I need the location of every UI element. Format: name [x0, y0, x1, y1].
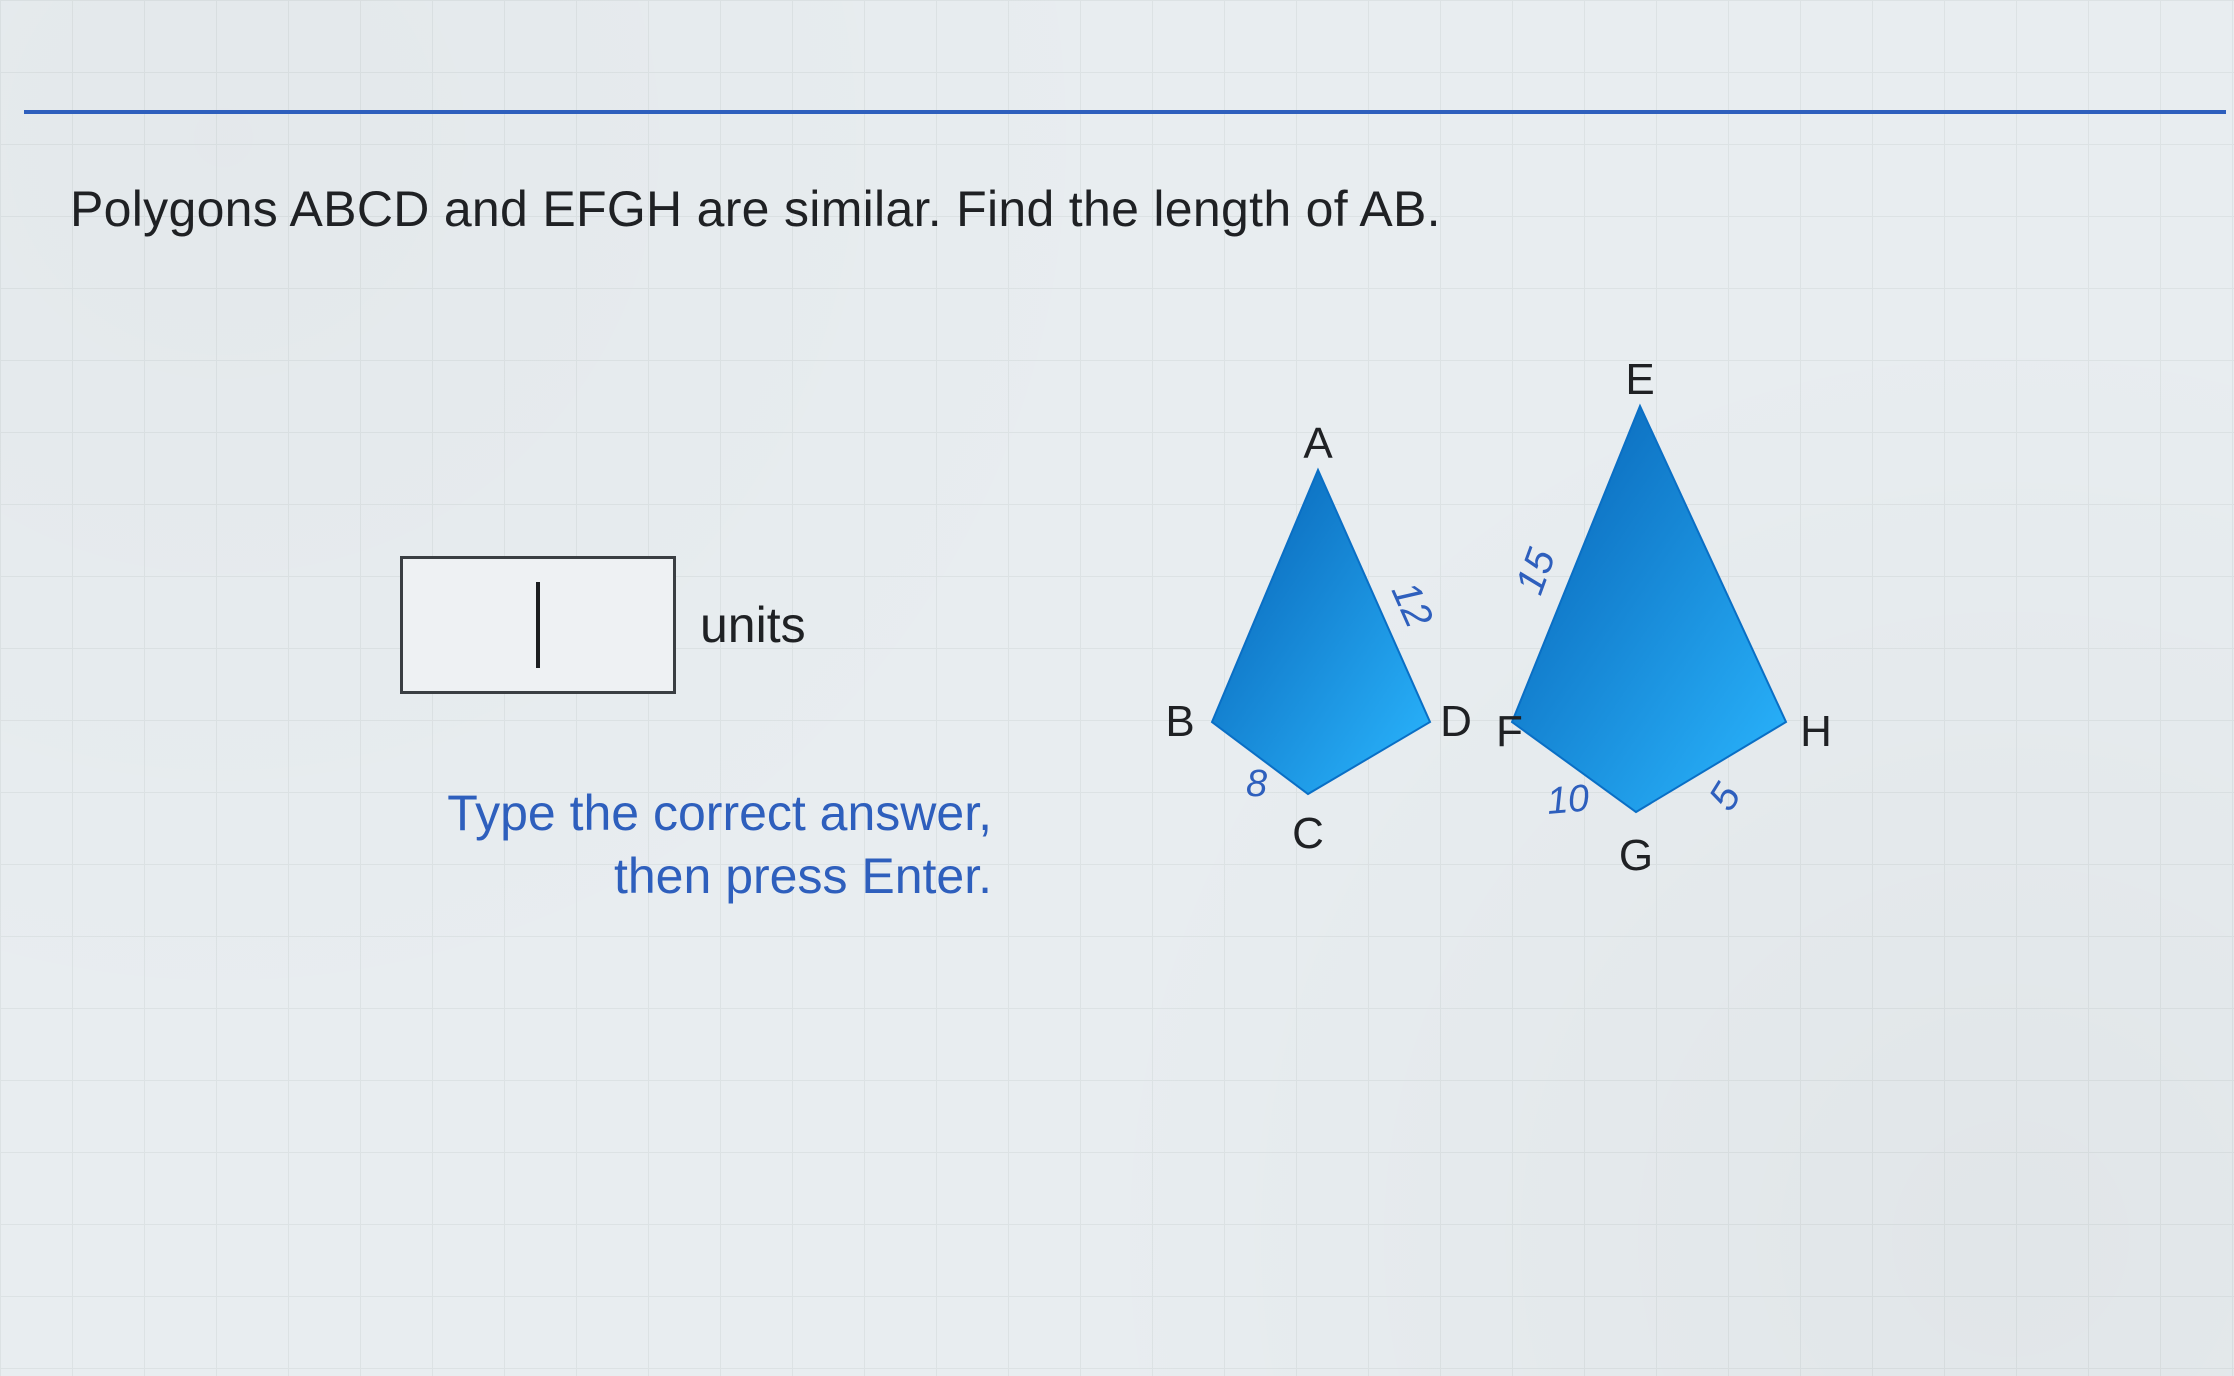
vertex-e: E — [1625, 355, 1654, 404]
polygon-abcd: A B C D 8 12 — [1165, 419, 1472, 858]
edge-ad-label: 12 — [1383, 575, 1441, 634]
instruction-text: Type the correct answer, then press Ente… — [232, 782, 992, 907]
edge-ef-label: 15 — [1508, 542, 1565, 600]
vertex-h: H — [1800, 707, 1832, 756]
vertex-c: C — [1292, 809, 1324, 858]
vertex-f: F — [1496, 707, 1523, 756]
answer-input[interactable] — [400, 556, 676, 694]
vertex-a: A — [1303, 419, 1333, 468]
figure-diagram: A B C D 8 12 E F G H 15 10 5 — [1160, 350, 2160, 990]
vertex-g: G — [1619, 831, 1653, 880]
horizontal-rule — [24, 110, 2226, 114]
edge-bc-label: 8 — [1246, 763, 1267, 805]
instruction-line2: then press Enter. — [614, 848, 992, 904]
question-text: Polygons ABCD and EFGH are similar. Find… — [70, 180, 1441, 238]
edge-gh-label: 5 — [1700, 775, 1750, 818]
text-cursor — [536, 582, 540, 668]
vertex-d: D — [1440, 697, 1472, 746]
edge-fg-label: 10 — [1545, 777, 1591, 823]
vertex-b: B — [1165, 697, 1194, 746]
polygon-efgh: E F G H 15 10 5 — [1496, 355, 1832, 880]
units-label: units — [700, 596, 806, 654]
instruction-line1: Type the correct answer, — [447, 785, 992, 841]
